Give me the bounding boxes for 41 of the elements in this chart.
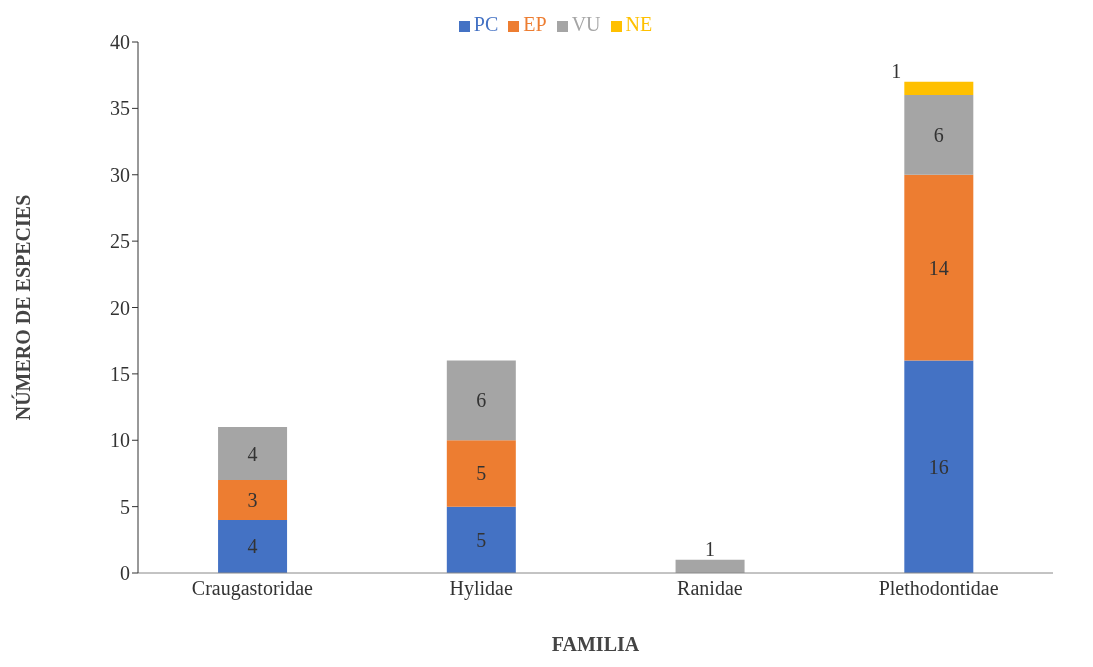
data-label: 1 (705, 537, 716, 560)
data-label: 5 (476, 462, 487, 485)
bar (446, 360, 516, 441)
legend-label: VU (571, 13, 601, 35)
y-tick-label: 25 (110, 230, 130, 253)
data-label: 5 (476, 528, 487, 551)
bar (446, 440, 516, 507)
bar (218, 426, 288, 481)
y-tick-label: 20 (110, 296, 130, 319)
data-label: 3 (247, 488, 258, 511)
y-axis-title: NÚMERO DE ESPECIES (11, 194, 35, 421)
data-label: 1 (891, 59, 902, 82)
x-axis-title: FAMILIA (551, 633, 640, 655)
y-tick-label: 15 (110, 362, 130, 385)
legend-label: NE (625, 13, 653, 35)
bar (446, 506, 516, 573)
bar (904, 81, 974, 96)
data-label: 16 (928, 455, 949, 478)
data-label: 4 (247, 535, 258, 558)
x-tick-label: Ranidae (677, 577, 743, 600)
x-tick-label: Craugastoridae (191, 577, 314, 601)
y-tick-label: 30 (110, 163, 130, 186)
y-tick-label: 0 (120, 562, 130, 585)
y-tick-label: 10 (110, 429, 130, 452)
data-label: 6 (933, 123, 944, 146)
bar (904, 174, 974, 361)
bar (218, 480, 288, 520)
y-tick-label: 5 (120, 495, 130, 518)
x-tick-label: Hylidae (449, 577, 513, 601)
data-label: 6 (476, 389, 487, 412)
y-tick-label: 40 (110, 31, 130, 54)
legend-label: PC (473, 13, 499, 35)
y-tick-label: 35 (110, 97, 130, 120)
data-label: 14 (928, 256, 949, 279)
legend-label: EP (523, 13, 547, 35)
bar (904, 360, 974, 573)
x-tick-label: Plethodontidae (878, 577, 999, 600)
bar (675, 559, 745, 573)
data-label: 4 (247, 442, 258, 465)
bar (218, 519, 288, 573)
bar (904, 95, 974, 175)
